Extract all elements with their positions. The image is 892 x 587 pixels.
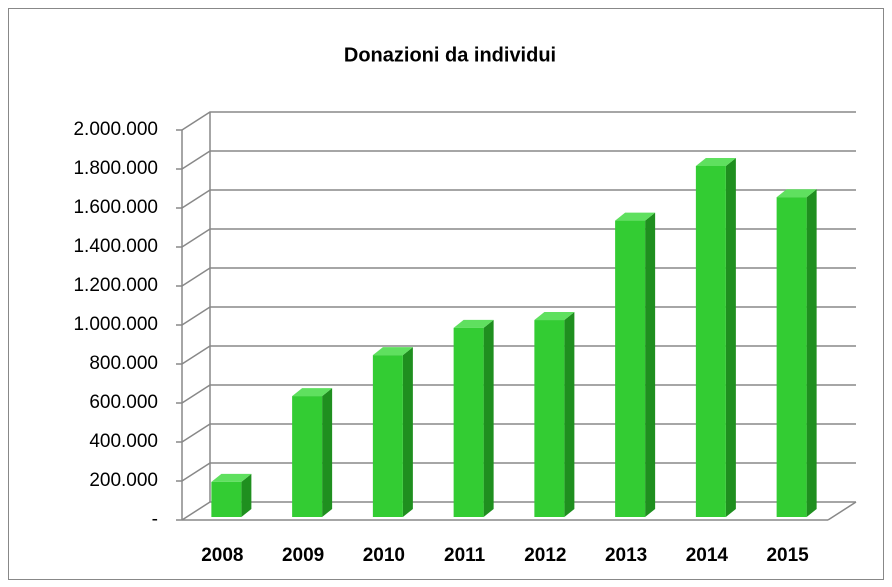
y-tick-label: 1.000.000 — [73, 314, 158, 335]
bar-side — [241, 473, 252, 517]
y-tick-label: - — [152, 509, 158, 530]
x-tick-label: 2013 — [605, 545, 647, 566]
bar-side — [483, 319, 494, 517]
y-tick-label: 600.000 — [89, 392, 158, 413]
bar-side — [725, 158, 736, 517]
y-tick-label: 1.200.000 — [73, 275, 158, 296]
grid-line — [181, 111, 856, 131]
y-tick-label: 1.600.000 — [73, 197, 158, 218]
x-tick-label: 2008 — [201, 545, 243, 566]
chart-title: Donazioni da individui — [344, 44, 556, 66]
y-tick-label: 800.000 — [89, 353, 158, 374]
bar-top — [776, 189, 817, 198]
bar — [776, 197, 807, 517]
bar-top — [372, 347, 413, 356]
bar-side — [564, 312, 575, 517]
x-tick-label: 2010 — [363, 545, 405, 566]
y-tick-label: 1.800.000 — [73, 158, 158, 179]
floor-right — [827, 501, 857, 521]
bar — [695, 166, 726, 517]
x-tick-label: 2011 — [444, 545, 486, 566]
x-tick-label: 2015 — [766, 545, 809, 566]
y-tick-label: 2.000.000 — [73, 119, 158, 140]
y-tick-label: 400.000 — [89, 431, 158, 452]
bar — [211, 481, 242, 517]
bar-top — [292, 388, 333, 397]
bar-side — [402, 347, 413, 517]
bar — [372, 355, 403, 517]
bar-side — [806, 189, 817, 517]
x-tick-label: 2009 — [282, 545, 324, 566]
grid-line — [181, 150, 856, 170]
bar-side — [645, 212, 656, 517]
bar-top — [695, 158, 736, 166]
bar — [453, 327, 484, 517]
bar-top — [615, 212, 656, 221]
y-tick-label: 200.000 — [89, 470, 158, 491]
bar-top — [453, 319, 494, 328]
bar — [292, 396, 323, 517]
bar — [534, 320, 565, 517]
bar-side — [322, 388, 333, 517]
x-tick-label: 2014 — [686, 545, 729, 566]
x-tick-label: 2012 — [524, 545, 566, 566]
bar-top — [534, 312, 575, 321]
bar-top — [211, 473, 252, 482]
chart-border — [8, 8, 884, 580]
y-tick-label: 1.400.000 — [73, 236, 158, 257]
bar — [615, 220, 646, 517]
grid-line — [181, 189, 856, 209]
